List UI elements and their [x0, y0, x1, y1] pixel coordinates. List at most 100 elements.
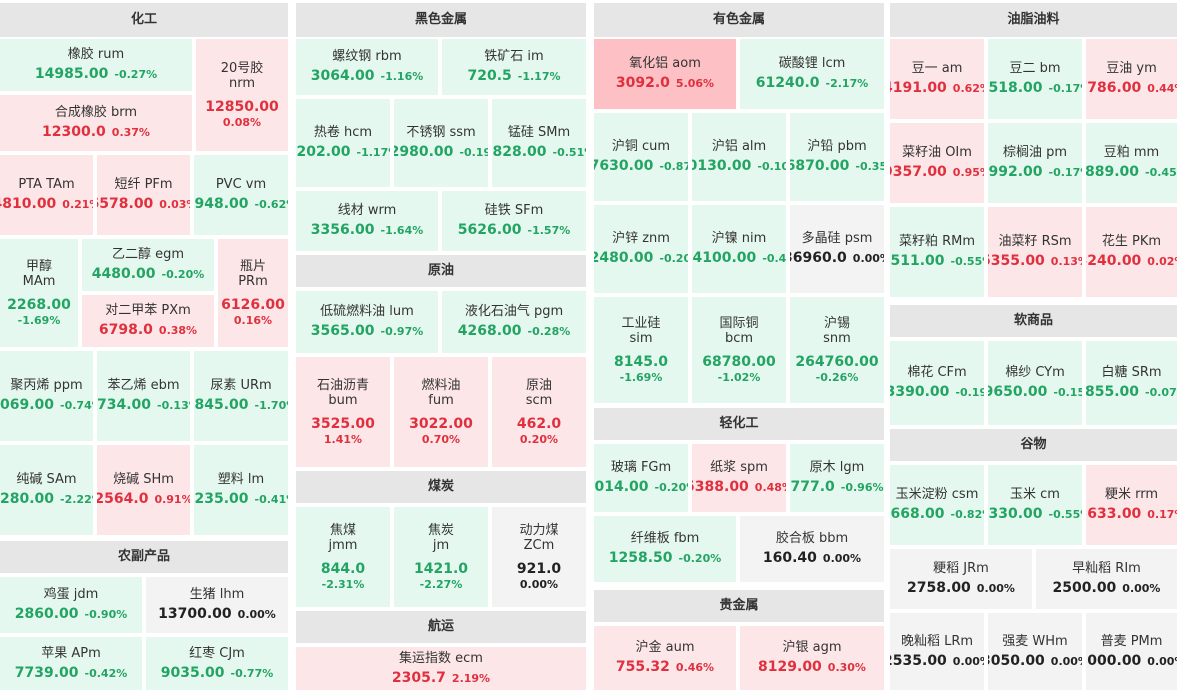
quote-tile-bcm[interactable]: 国际铜 bcm 68780.00 -1.02%	[692, 297, 786, 403]
quote-tile-lhm[interactable]: 生猪 lhm 13700.00 0.00%	[146, 577, 288, 633]
last-price: 2511.00	[890, 253, 945, 269]
last-price: 4191.00	[890, 80, 947, 96]
quote-tile-jrm[interactable]: 粳稻 JRm 2758.00 0.00%	[890, 549, 1032, 609]
quote-tile-fum[interactable]: 燃料油 fum 3022.00 0.70%	[394, 357, 488, 467]
quote-tile-sam[interactable]: 纯碱 SAm 1280.00 -2.22%	[0, 445, 93, 535]
quote-tile-pgm[interactable]: 液化石油气 pgm 4268.00 -0.28%	[442, 291, 586, 353]
quote-tile-rrm[interactable]: 粳米 rrm 3633.00 0.17%	[1086, 465, 1177, 545]
quote-tile-pkm[interactable]: 花生 PKm 8240.00 0.02%	[1086, 207, 1177, 297]
price-row: 2564.0 0.91%	[97, 491, 190, 508]
quote-tile-rim[interactable]: 早籼稻 RIm 2500.00 0.00%	[1036, 549, 1177, 609]
quote-tile-mam[interactable]: 甲醇 MAm 2268.00 -1.69%	[0, 239, 78, 347]
quote-tile-aum[interactable]: 沪金 aum 755.32 0.46%	[594, 626, 736, 690]
quote-tile-alm[interactable]: 沪铝 alm 20130.00 -0.10%	[692, 113, 786, 201]
price-row: 755.32 0.46%	[616, 659, 714, 676]
sector-header-nonferrous: 有色金属	[594, 3, 884, 37]
quote-tile-agm[interactable]: 沪银 agm 8129.00 0.30%	[740, 626, 884, 690]
quote-tile-aom[interactable]: 氧化铝 aom 3092.0 5.06%	[594, 39, 736, 109]
quote-tile-jm[interactable]: 焦炭 jm 1421.0 -2.27%	[394, 507, 488, 607]
quote-tile-wrm[interactable]: 线材 wrm 3356.00 -1.64%	[296, 191, 438, 251]
quote-tile-nrm[interactable]: 20号胶 nrm 12850.00 0.08%	[196, 39, 288, 151]
quote-tile-spm[interactable]: 纸浆 spm 5388.00 0.48%	[692, 444, 786, 512]
contract-name: 聚丙烯 ppm	[10, 378, 83, 393]
last-price: 14985.00	[34, 66, 109, 82]
quote-tile-lgm[interactable]: 原木 lgm 777.0 -0.96%	[790, 444, 884, 512]
last-price: 6578.00	[97, 196, 154, 212]
contract-name: 强麦 WHm	[1002, 633, 1068, 649]
price-row: 2889.00 -0.45%	[1086, 164, 1177, 181]
quote-tile-fgm[interactable]: 玻璃 FGm 1014.00 -0.20%	[594, 444, 688, 512]
change-percent: -0.55%	[1048, 508, 1082, 521]
quote-tile-lm[interactable]: 塑料 lm 7235.00 -0.41%	[194, 445, 288, 535]
contract-name: 乙二醇 egm	[111, 247, 185, 262]
quote-tile-shm[interactable]: 烧碱 SHm 2564.0 0.91%	[97, 445, 190, 535]
quote-tile-rbm[interactable]: 螺纹钢 rbm 3064.00 -1.16%	[296, 39, 438, 95]
quote-tile-sfm[interactable]: 硅铁 SFm 5626.00 -1.57%	[442, 191, 586, 251]
quote-tile-cm[interactable]: 玉米 cm 2330.00 -0.55%	[988, 465, 1082, 545]
quote-tile-ym[interactable]: 豆油 ym 7786.00 0.44%	[1086, 39, 1177, 119]
quote-tile-scm[interactable]: 原油 scm 462.0 0.20%	[492, 357, 586, 467]
quote-tile-psm[interactable]: 多晶硅 psm 36960.0 0.00%	[790, 205, 884, 293]
quote-tile-bbm[interactable]: 胶合板 bbm 160.40 0.00%	[740, 516, 884, 582]
quote-tile-egm[interactable]: 乙二醇 egm 4480.00 -0.20%	[82, 239, 214, 291]
quote-tile-mm[interactable]: 豆粕 mm 2889.00 -0.45%	[1086, 123, 1177, 203]
quote-tile-pmm[interactable]: 普麦 PMm 3000.00 0.00%	[1086, 613, 1177, 690]
quote-tile-zcm[interactable]: 动力煤 ZCm 921.0 0.00%	[492, 507, 586, 607]
quote-tile-cym[interactable]: 棉纱 CYm 19650.00 -0.15%	[988, 341, 1082, 425]
quote-tile-srm[interactable]: 白糖 SRm 5855.00 -0.07%	[1086, 341, 1177, 425]
change-percent: -0.20%	[678, 552, 722, 565]
quote-tile-lum[interactable]: 低硫燃料油 lum 3565.00 -0.97%	[296, 291, 438, 353]
quote-tile-ecm[interactable]: 集运指数 ecm 2305.7 2.19%	[296, 647, 586, 690]
quote-tile-znm[interactable]: 沪锌 znm 22480.00 -0.20%	[594, 205, 688, 293]
contract-name: 燃料油 fum	[421, 378, 460, 408]
quote-tile-bm[interactable]: 豆二 bm 3518.00 -0.17%	[988, 39, 1082, 119]
contract-name-text: 瓶片 PRm	[238, 258, 268, 289]
quote-tile-cjm[interactable]: 红枣 CJm 9035.00 -0.77%	[146, 637, 288, 690]
quote-tile-apm[interactable]: 苹果 APm 7739.00 -0.42%	[0, 637, 142, 690]
contract-name: 豆二 bm	[1009, 61, 1061, 76]
quote-tile-rsm[interactable]: 油菜籽 RSm 5355.00 0.13%	[988, 207, 1082, 297]
quote-tile-ssm[interactable]: 不锈钢 ssm 12980.00 -0.19%	[394, 99, 488, 187]
price-row: 4480.00 -0.20%	[92, 266, 205, 283]
change-percent: -0.15%	[1053, 386, 1082, 399]
quote-tile-bum[interactable]: 石油沥青 bum 3525.00 1.41%	[296, 357, 390, 467]
quote-tile-snm[interactable]: 沪锡 snm 264760.00 -0.26%	[790, 297, 884, 403]
quote-tile-pbm[interactable]: 沪铅 pbm 16870.00 -0.35%	[790, 113, 884, 201]
price-row: 7786.00 0.44%	[1086, 80, 1177, 97]
contract-name: 尿素 URm	[210, 378, 272, 393]
quote-tile-oim[interactable]: 菜籽油 OIm 9357.00 0.95%	[890, 123, 984, 203]
quote-tile-pta-tam[interactable]: PTA TAm 4810.00 0.21%	[0, 155, 93, 235]
quote-tile-am[interactable]: 豆一 am 4191.00 0.62%	[890, 39, 984, 119]
quote-tile-whm[interactable]: 强麦 WHm 3050.00 0.00%	[988, 613, 1082, 690]
quote-tile-brm[interactable]: 合成橡胶 brm 12300.0 0.37%	[0, 95, 192, 151]
quote-tile-hcm[interactable]: 热卷 hcm 3202.00 -1.17%	[296, 99, 390, 187]
quote-tile-jdm[interactable]: 鸡蛋 jdm 2860.00 -0.90%	[0, 577, 142, 633]
quote-tile-cfm[interactable]: 棉花 CFm 13390.00 -0.19%	[890, 341, 984, 425]
quote-tile-im[interactable]: 铁矿石 im 720.5 -1.17%	[442, 39, 586, 95]
quote-tile-prm[interactable]: 瓶片 PRm 6126.00 0.16%	[218, 239, 288, 347]
change-percent: 0.44%	[1147, 82, 1177, 95]
quote-tile-sim[interactable]: 工业硅 sim 8145.0 -1.69%	[594, 297, 688, 403]
quote-tile-cum[interactable]: 沪铜 cum 77630.00 -0.87%	[594, 113, 688, 201]
quote-tile-smm[interactable]: 锰硅 SMm 5828.00 -0.51%	[492, 99, 586, 187]
quote-tile-pm[interactable]: 棕榈油 pm 7992.00 -0.17%	[988, 123, 1082, 203]
quote-tile-fbm[interactable]: 纤维板 fbm 1258.50 -0.20%	[594, 516, 736, 582]
quote-tile-urm[interactable]: 尿素 URm 1845.00 -1.70%	[194, 351, 288, 441]
quote-tile-pxm[interactable]: 对二甲苯 PXm 6798.0 0.38%	[82, 295, 214, 347]
contract-name-text: 国际铜 bcm	[719, 315, 759, 346]
quote-tile-ppm[interactable]: 聚丙烯 ppm 7069.00 -0.74%	[0, 351, 93, 441]
last-price: 12300.0	[42, 124, 106, 140]
quote-tile-lrm[interactable]: 晚籼稻 LRm 2535.00 0.00%	[890, 613, 984, 690]
last-price: 13700.00	[158, 606, 232, 622]
quote-tile-nim[interactable]: 沪镍 nim 124100.00 -0.47%	[692, 205, 786, 293]
quote-tile-ebm[interactable]: 苯乙烯 ebm 7734.00 -0.13%	[97, 351, 190, 441]
contract-name: 棉花 CFm	[907, 365, 967, 380]
quote-tile-pfm[interactable]: 短纤 PFm 6578.00 0.03%	[97, 155, 190, 235]
contract-name: 苯乙烯 ebm	[107, 378, 180, 393]
quote-tile-csm[interactable]: 玉米淀粉 csm 2668.00 -0.82%	[890, 465, 984, 545]
quote-tile-rmm[interactable]: 菜籽粕 RMm 2511.00 -0.55%	[890, 207, 984, 297]
quote-tile-pvc-vm[interactable]: PVC vm 4948.00 -0.62%	[194, 155, 288, 235]
quote-tile-rum[interactable]: 橡胶 rum 14985.00 -0.27%	[0, 39, 192, 91]
quote-tile-jmm[interactable]: 焦煤 jmm 844.0 -2.31%	[296, 507, 390, 607]
quote-tile-lcm[interactable]: 碳酸锂 lcm 61240.0 -2.17%	[740, 39, 884, 109]
